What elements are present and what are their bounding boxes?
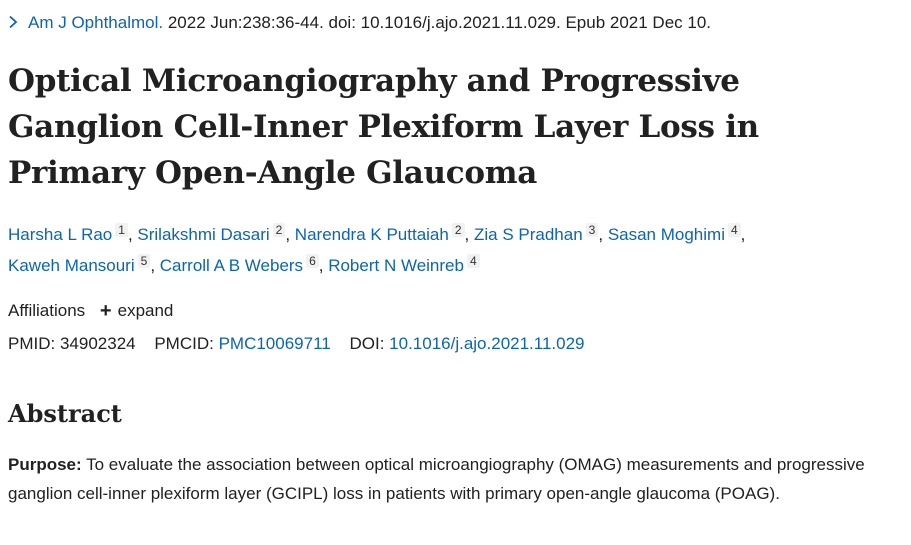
- affiliation-number[interactable]: 4: [466, 254, 480, 268]
- pmid-value: 34902324: [59, 334, 136, 353]
- doi-group: DOI: 10.1016/j.ajo.2021.11.029: [349, 334, 584, 353]
- article-title: Optical Microangiography and Progressive…: [8, 63, 759, 191]
- author-item: Harsha L Rao 1: [8, 223, 128, 244]
- author-link[interactable]: Sasan Moghimi: [607, 225, 725, 244]
- author-item: Srilakshmi Dasari 2: [137, 223, 286, 244]
- affiliation-number[interactable]: 3: [585, 223, 599, 237]
- affiliation-number[interactable]: 2: [272, 223, 286, 237]
- plus-icon: +: [99, 300, 112, 322]
- chevron-right-icon[interactable]: [8, 10, 28, 36]
- author-link[interactable]: Kaweh Mansouri: [8, 256, 135, 275]
- affiliation-number[interactable]: 6: [306, 254, 319, 268]
- author-item: Kaweh Mansouri 5: [8, 254, 151, 275]
- affiliation-number[interactable]: 1: [115, 223, 128, 237]
- author-link[interactable]: Harsha L Rao: [8, 225, 113, 244]
- identifiers-row: PMID: 34902324 PMCID: PMC10069711 DOI: 1…: [8, 330, 599, 358]
- pmcid-link[interactable]: PMC10069711: [218, 334, 331, 353]
- author-item: Zia S Pradhan 3: [473, 223, 599, 244]
- purpose-text: To evaluate the association between opti…: [8, 455, 865, 503]
- affiliation-number[interactable]: 4: [727, 223, 741, 237]
- journal-link[interactable]: Am J Ophthalmol.: [28, 13, 164, 32]
- affiliations-expand-button[interactable]: + expand: [100, 300, 174, 322]
- affiliation-number[interactable]: 5: [137, 254, 151, 268]
- expand-label: expand: [117, 301, 174, 320]
- author-link[interactable]: Narendra K Puttaiah: [294, 225, 449, 244]
- pmid-group: PMID: 34902324: [8, 334, 136, 353]
- abstract-heading: Abstract: [8, 399, 122, 428]
- citation-line: Am J Ophthalmol. 2022 Jun:238:36-44. doi…: [8, 10, 711, 36]
- author-link[interactable]: Carroll A B Webers: [159, 256, 304, 275]
- pmcid-label: PMCID:: [154, 334, 214, 353]
- doi-label: DOI:: [349, 334, 385, 353]
- pmcid-group: PMCID: PMC10069711: [154, 334, 330, 353]
- author-item: Robert N Weinreb 4: [328, 254, 480, 275]
- affiliation-number[interactable]: 2: [451, 223, 465, 237]
- author-link[interactable]: Zia S Pradhan: [473, 225, 583, 244]
- citation-details: 2022 Jun:238:36-44. doi: 10.1016/j.ajo.2…: [163, 13, 712, 32]
- author-link[interactable]: Srilakshmi Dasari: [137, 225, 270, 244]
- author-item: Carroll A B Webers 6: [159, 254, 319, 275]
- purpose-label: Purpose:: [8, 455, 82, 474]
- author-list: Harsha L Rao 1, Srilakshmi Dasari 2, Naren…: [8, 223, 746, 275]
- author-link[interactable]: Robert N Weinreb: [328, 256, 464, 275]
- affiliations-row: Affiliations + expand: [8, 297, 173, 325]
- pmid-label: PMID:: [8, 334, 56, 353]
- affiliations-label: Affiliations: [8, 301, 86, 320]
- doi-link[interactable]: 10.1016/j.ajo.2021.11.029: [389, 334, 585, 353]
- abstract-purpose: Purpose: To evaluate the association bet…: [8, 450, 898, 508]
- author-item: Sasan Moghimi 4: [607, 223, 741, 244]
- author-item: Narendra K Puttaiah 2: [294, 223, 465, 244]
